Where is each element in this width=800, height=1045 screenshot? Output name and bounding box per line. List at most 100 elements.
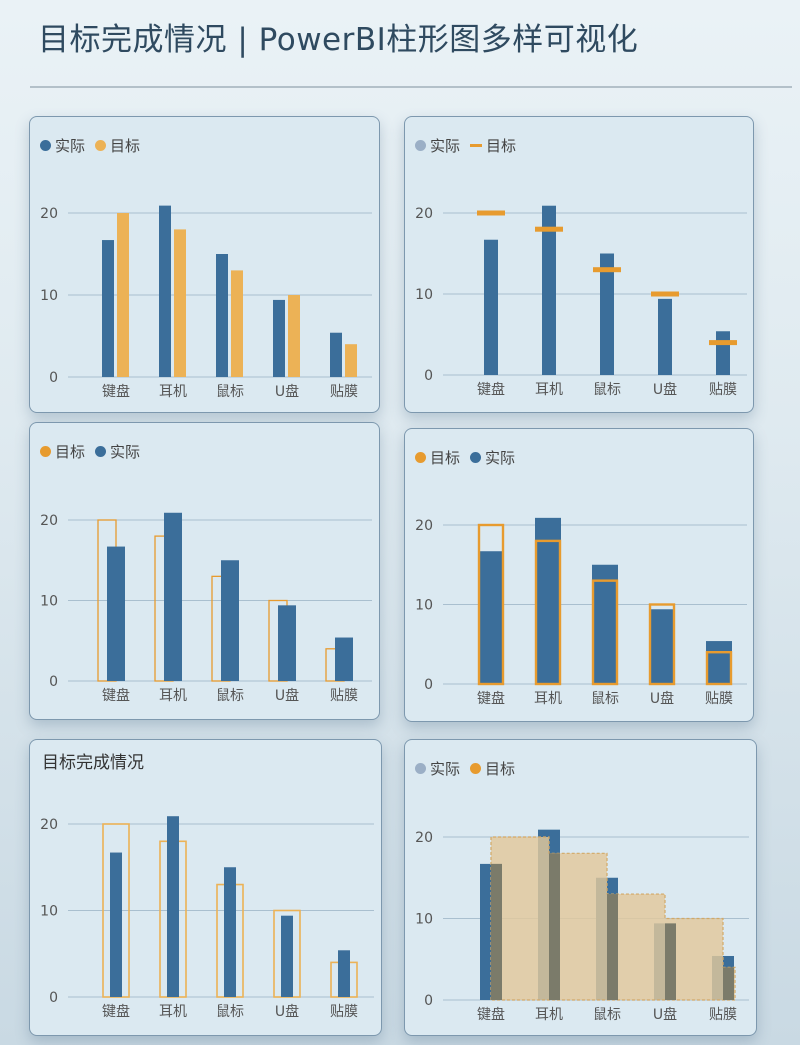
bar-actual <box>167 816 179 997</box>
chart-panel-outline-wide[interactable]: 目标完成情况 0 10 20 键盘 耳机 鼠标 U盘 贴膜 <box>29 739 382 1036</box>
legend-label: 实际 <box>485 449 516 467</box>
legend-item[interactable]: 目标 <box>95 135 140 156</box>
bar-actual <box>102 240 114 377</box>
chart-svg: 0 10 20 键盘 耳机 鼠标 U盘 贴膜 <box>415 517 747 707</box>
page-title: 目标完成情况 | PowerBI柱形图多样可视化 <box>38 22 639 58</box>
target-marker <box>651 291 679 297</box>
bar-actual <box>600 253 614 375</box>
legend-swatch-target <box>470 144 483 147</box>
x-tick-label: 鼠标 <box>593 382 621 398</box>
bar-actual <box>221 560 239 681</box>
x-tick-label: 耳机 <box>535 1007 563 1023</box>
legend-label: 目标 <box>486 137 517 155</box>
chart-legend: 目标 实际 <box>415 447 515 468</box>
bar-actual <box>216 254 228 377</box>
x-tick-label: 键盘 <box>477 381 505 398</box>
legend-item[interactable]: 目标 <box>470 758 515 779</box>
bar-overlap <box>549 853 560 1000</box>
legend-swatch-actual <box>415 140 426 151</box>
x-tick-label: 鼠标 <box>216 1004 244 1020</box>
legend-swatch-target <box>40 446 51 457</box>
bar-actual <box>281 915 293 997</box>
chart-legend: 实际 目标 <box>40 135 140 156</box>
bar-actual <box>649 609 675 684</box>
y-tick-label: 10 <box>40 594 58 610</box>
bar-actual <box>330 332 342 377</box>
chart-svg: 0 10 20 键盘 耳机 鼠标 U盘 贴膜 <box>40 512 372 704</box>
legend-item[interactable]: 实际 <box>415 758 460 779</box>
x-tick-label: 贴膜 <box>330 384 358 400</box>
legend-item[interactable]: 实际 <box>95 441 140 462</box>
bar-actual <box>110 852 122 997</box>
legend-item[interactable]: 目标 <box>415 447 460 468</box>
legend-item[interactable]: 实际 <box>470 447 515 468</box>
x-tick-label: 键盘 <box>102 687 130 704</box>
legend-item[interactable]: 目标 <box>40 441 85 462</box>
chart-panel-target-marker[interactable]: 实际 目标 0 10 20 键盘 耳机 鼠标 U盘 贴膜 <box>404 116 754 413</box>
chart-title: 目标完成情况 <box>42 753 144 773</box>
bar-target-outline <box>477 523 505 686</box>
x-tick-label: U盘 <box>275 1003 299 1020</box>
bar-overlap <box>665 923 676 1000</box>
bar-target-outline <box>591 579 619 686</box>
y-tick-label: 0 <box>424 368 433 384</box>
bar-actual <box>658 298 672 375</box>
x-tick-label: U盘 <box>653 1006 677 1023</box>
target-marker <box>477 210 505 216</box>
x-tick-label: 键盘 <box>102 1003 130 1020</box>
bar-actual <box>164 512 182 681</box>
legend-label: 目标 <box>430 449 461 467</box>
y-tick-label: 10 <box>40 288 58 304</box>
legend-item[interactable]: 目标 <box>470 135 516 156</box>
bar-overlap <box>723 967 734 1000</box>
legend-item[interactable]: 实际 <box>40 135 85 156</box>
legend-label: 实际 <box>110 443 141 461</box>
bar-actual <box>335 637 353 681</box>
legend-swatch-target <box>470 763 482 774</box>
target-marker <box>593 267 621 273</box>
x-tick-label: 贴膜 <box>709 382 737 398</box>
x-tick-label: 耳机 <box>159 1004 187 1020</box>
chart-panel-step-area[interactable]: 实际 目标 0 10 20 键盘 耳机 鼠标 U盘 贴膜 <box>404 739 757 1036</box>
legend-label: 目标 <box>55 443 86 461</box>
y-tick-label: 20 <box>40 206 58 222</box>
chart-svg: 0 10 20 键盘 耳机 鼠标 U盘 贴膜 <box>40 816 374 1020</box>
bar-target <box>117 213 129 377</box>
x-tick-label: 键盘 <box>102 383 130 400</box>
bar-actual <box>278 605 296 681</box>
y-tick-label: 20 <box>40 513 58 529</box>
x-tick-label: 鼠标 <box>216 384 244 400</box>
legend-swatch-actual <box>470 452 482 463</box>
x-tick-label: 键盘 <box>477 1006 505 1023</box>
y-tick-label: 0 <box>49 370 58 386</box>
legend-label: 实际 <box>55 137 86 155</box>
x-tick-label: U盘 <box>275 383 299 400</box>
x-tick-label: U盘 <box>650 690 674 707</box>
y-tick-label: 20 <box>415 830 433 846</box>
chart-panel-clustered[interactable]: 实际 目标 0 10 20 键盘 耳机 鼠标 U盘 贴膜 <box>29 116 380 413</box>
x-tick-label: 鼠标 <box>591 691 619 707</box>
chart-panel-overlap-outline[interactable]: 目标 实际 0 10 20 键盘 耳机 鼠标 U盘 贴膜 <box>404 428 754 722</box>
legend-swatch-actual <box>415 763 426 774</box>
y-tick-label: 10 <box>415 912 433 928</box>
legend-item[interactable]: 实际 <box>415 135 460 156</box>
bar-target <box>288 295 300 377</box>
bar-actual <box>542 205 556 375</box>
chart-svg: 0 10 20 键盘 耳机 鼠标 U盘 贴膜 <box>40 205 372 400</box>
y-tick-label: 0 <box>424 677 433 693</box>
y-tick-label: 20 <box>40 817 58 833</box>
x-tick-label: 贴膜 <box>705 691 733 707</box>
legend-label: 目标 <box>485 760 516 778</box>
x-tick-label: 耳机 <box>159 384 187 400</box>
bar-target <box>174 229 186 377</box>
title-divider <box>30 86 792 88</box>
bar-actual <box>478 551 504 684</box>
bar-actual <box>535 517 561 684</box>
chart-legend: 实际 目标 <box>415 135 516 156</box>
y-tick-label: 0 <box>49 990 58 1006</box>
x-tick-label: U盘 <box>653 381 677 398</box>
y-tick-label: 10 <box>415 598 433 614</box>
bar-target-outline <box>534 539 562 686</box>
legend-swatch-actual <box>40 140 51 151</box>
chart-panel-outline-offset[interactable]: 目标 实际 0 10 20 键盘 耳机 鼠标 U盘 贴膜 <box>29 422 380 720</box>
